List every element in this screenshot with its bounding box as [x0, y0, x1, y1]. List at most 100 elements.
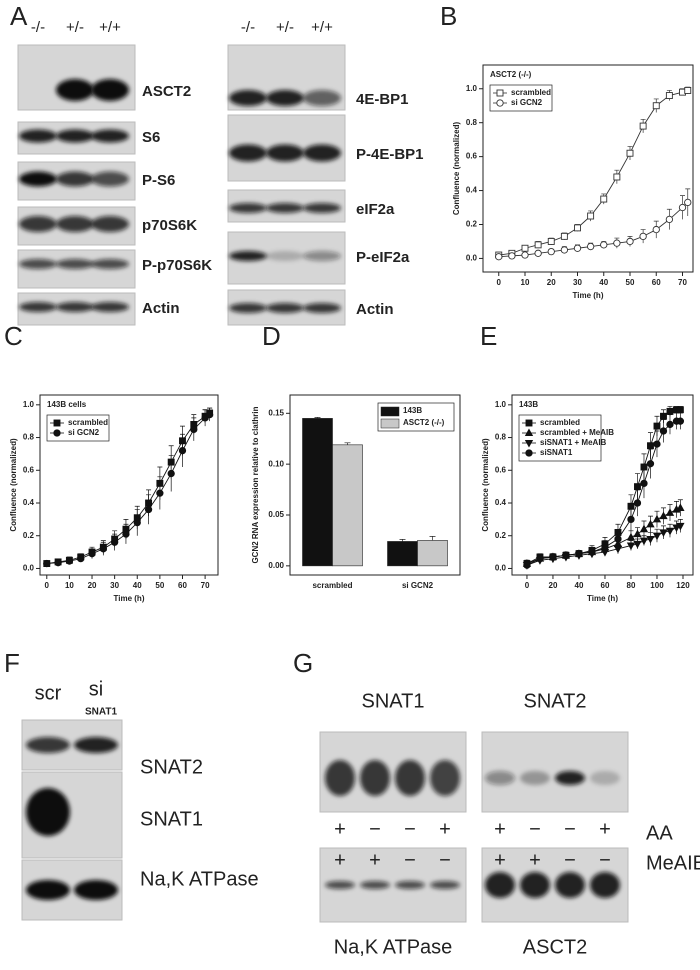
marker [639, 122, 647, 130]
marker [587, 212, 595, 220]
y-tick-label: 1.0 [495, 400, 507, 409]
blot-band [555, 771, 585, 785]
marker [575, 550, 583, 558]
marker [652, 225, 660, 234]
legend-label: si GCN2 [68, 428, 100, 437]
blot-band [91, 79, 129, 101]
marker [652, 102, 660, 110]
marker [167, 469, 175, 478]
genotype-label: +/- [276, 19, 294, 36]
blot-band [26, 788, 70, 836]
blots [17, 44, 629, 923]
blot-band [56, 259, 94, 269]
x-tick-label: 10 [521, 278, 530, 287]
condition-sign: − [564, 849, 576, 871]
marker [133, 518, 141, 527]
legend-label: siSNAT1 + MeAIB [540, 438, 607, 447]
marker [110, 538, 119, 546]
marker [534, 241, 542, 249]
panel-letter: B [440, 1, 457, 31]
genotype-label: -/- [241, 19, 255, 36]
error-bar [429, 536, 436, 541]
blot-band [91, 171, 129, 187]
y-tick-label: 0.0 [495, 564, 507, 573]
blot-label: SNAT2 [140, 756, 203, 778]
x-tick-label: 80 [627, 581, 636, 590]
x-tick-label: 40 [599, 278, 608, 287]
marker [665, 508, 675, 516]
marker [659, 427, 668, 435]
bar [417, 540, 448, 567]
annotation: 143B [519, 400, 538, 409]
marker [639, 232, 647, 241]
condition-sign: + [439, 818, 451, 840]
blot-band [266, 144, 304, 162]
x-tick-label: 60 [178, 581, 187, 590]
panel-letter: C [4, 321, 23, 351]
blot-band [74, 880, 118, 900]
marker [659, 511, 668, 520]
marker [65, 557, 74, 565]
blot-label: P-S6 [142, 172, 175, 189]
blot-band [19, 259, 57, 269]
y-tick-label: 0.4 [23, 498, 35, 507]
blot-band [360, 760, 390, 796]
blot-label: ASCT2 [523, 936, 587, 958]
blot-label: 4E-BP1 [356, 91, 409, 108]
blot-band [56, 129, 94, 143]
marker [205, 410, 214, 419]
blot-band [303, 144, 341, 162]
y-tick-label: 0.2 [495, 531, 507, 540]
x-tick-label: 10 [65, 581, 74, 590]
y-tick-label: 0.15 [268, 408, 284, 417]
blot-band [590, 771, 620, 785]
legend-swatch [380, 418, 400, 429]
blot-label: SNAT1 [140, 808, 203, 830]
blot-band [19, 171, 57, 187]
marker [646, 460, 655, 468]
marker [665, 527, 675, 536]
marker [43, 559, 51, 568]
y-tick-label: 0.10 [268, 459, 284, 468]
genotype-label: +/+ [311, 19, 333, 36]
blot-band [19, 302, 57, 312]
marker [633, 529, 642, 538]
y-tick-label: 0.00 [268, 561, 284, 570]
blot-label: Na,K ATPase [140, 868, 259, 890]
blot-band [91, 302, 129, 312]
marker [586, 242, 595, 251]
blot-strip [17, 249, 136, 289]
blot-band [19, 129, 57, 143]
condition-sign: − [404, 849, 416, 871]
marker [536, 554, 544, 563]
blot-label: P-4E-BP1 [356, 146, 424, 163]
marker [574, 224, 581, 232]
blot-band [520, 872, 550, 898]
x-axis-label: Time (h) [587, 594, 618, 603]
marker [521, 251, 529, 259]
panel-letter: A [10, 1, 28, 31]
marker [652, 532, 662, 541]
condition-label: AA [646, 822, 673, 844]
blot-band [56, 216, 94, 232]
x-tick-label: 60 [601, 581, 610, 590]
y-tick-label: 1.0 [23, 400, 35, 409]
marker [573, 244, 582, 252]
legend-marker [524, 428, 534, 437]
blot-band [74, 737, 118, 753]
marker [178, 446, 187, 455]
blot-band [26, 737, 70, 753]
marker [156, 489, 164, 497]
x-tick-label: si GCN2 [402, 581, 434, 590]
marker [88, 550, 96, 558]
y-tick-label: 0.6 [495, 465, 507, 474]
marker [144, 505, 153, 514]
marker [646, 519, 655, 528]
y-tick-label: 1.0 [466, 84, 478, 93]
legend-label: scrambled [540, 418, 580, 427]
genotype-label: -/- [31, 19, 45, 36]
blot-band [303, 203, 341, 213]
panel-letter: E [480, 321, 497, 351]
y-axis-label: Confluence (normalized) [481, 438, 490, 532]
marker [601, 543, 609, 551]
